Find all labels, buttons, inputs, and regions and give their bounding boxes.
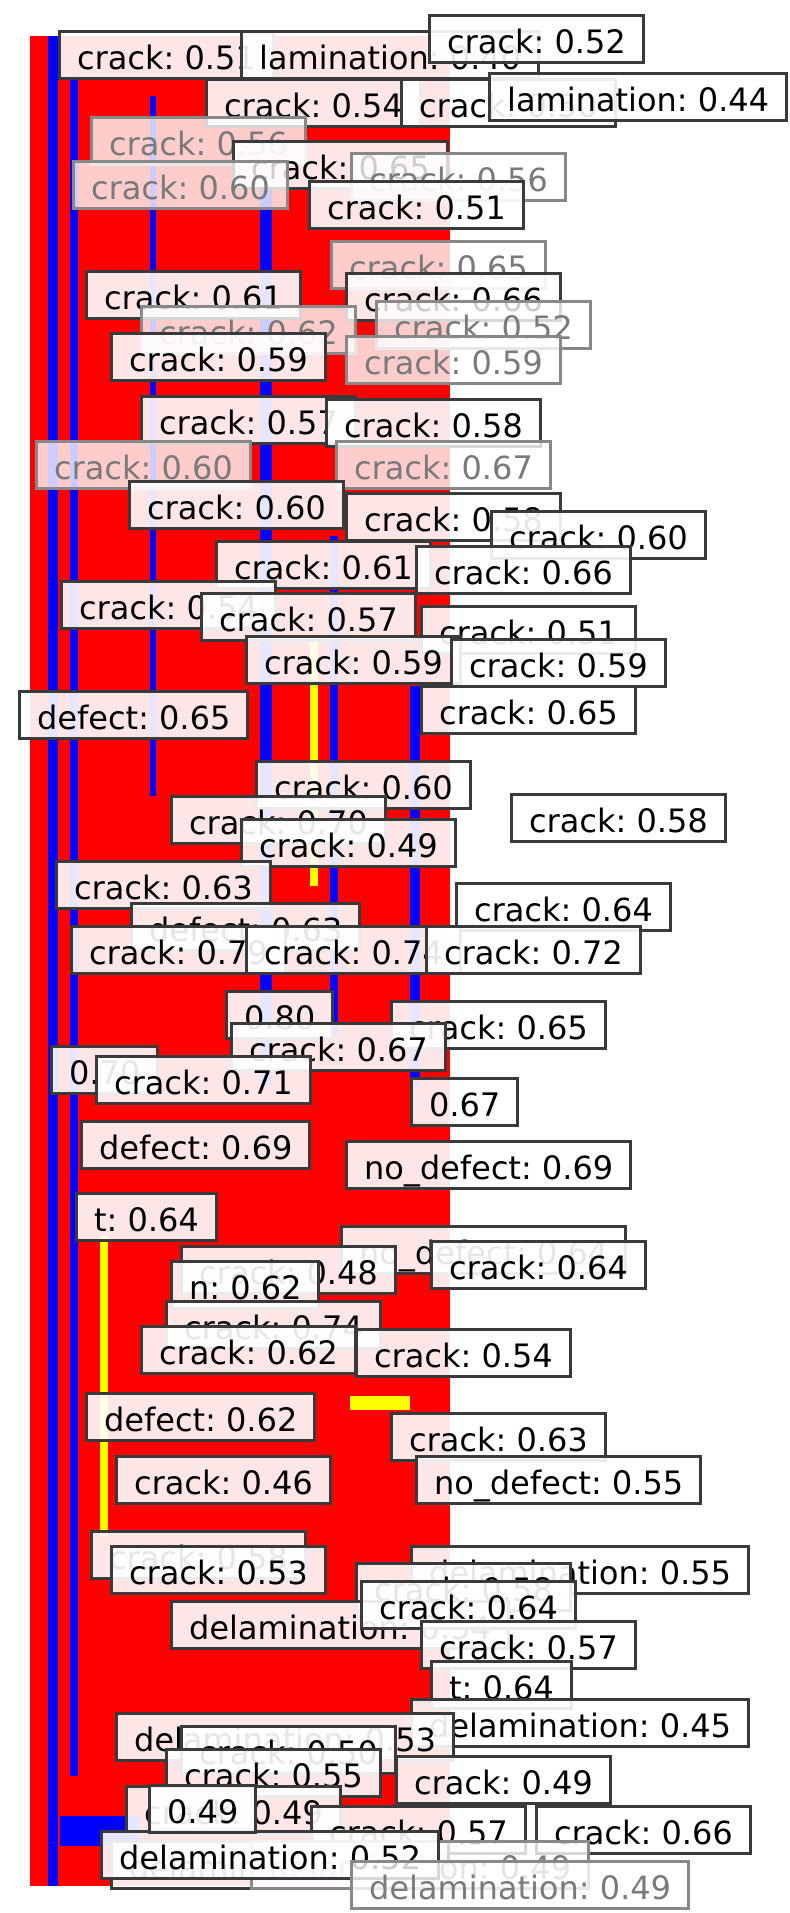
detection-label: crack: 0.59 [245,635,462,685]
detection-label: t: 0.64 [75,1192,218,1242]
detection-label: crack: 0.59 [450,638,667,688]
crack-stripe [48,36,58,1886]
detection-label: crack: 0.62 [140,1325,357,1375]
detection-label: crack: 0.53 [110,1545,327,1595]
detection-label: defect: 0.65 [18,690,250,740]
detection-label: lamination: 0.44 [488,72,788,122]
detection-label: crack: 0.65 [420,685,637,735]
detection-label: crack: 0.54 [355,1328,572,1378]
detection-label: defect: 0.62 [85,1392,317,1442]
detection-label: crack: 0.72 [425,925,642,975]
detection-label: crack: 0.49 [240,818,457,868]
detection-label: delamination: 0.49 [350,1860,690,1910]
detection-label: crack: 0.71 [95,1055,312,1105]
detection-label: crack: 0.61 [215,540,432,590]
detection-label: crack: 0.60 [72,160,289,210]
detection-label: crack: 0.46 [115,1455,332,1505]
detection-label: defect: 0.69 [80,1120,312,1170]
detection-label: 0.49 [148,1784,258,1834]
detection-label: crack: 0.63 [390,1412,607,1462]
detection-label: crack: 0.67 [230,1022,447,1072]
detection-label: crack: 0.60 [128,480,345,530]
detection-label: crack: 0.49 [395,1755,612,1805]
detection-label: crack: 0.51 [308,180,525,230]
detection-label: crack: 0.66 [415,545,632,595]
detection-label: 0.67 [410,1077,520,1127]
detection-label: crack: 0.58 [510,793,727,843]
detection-label: crack: 0.59 [110,332,327,382]
detection-label: crack: 0.67 [335,440,552,490]
detection-label: crack: 0.57 [200,592,417,642]
detection-label: delamination: 0.45 [410,1698,750,1748]
detection-label: crack: 0.64 [430,1240,647,1290]
crack-stripe [410,686,420,1086]
detection-label: no_defect: 0.55 [415,1455,703,1505]
delamination-stripe [350,1396,410,1410]
delamination-stripe [100,1236,108,1536]
detection-label: no_defect: 0.69 [345,1140,633,1190]
detection-label: crack: 0.51 [58,30,275,80]
detection-label: crack: 0.52 [428,14,645,64]
detection-label: crack: 0.59 [345,335,562,385]
